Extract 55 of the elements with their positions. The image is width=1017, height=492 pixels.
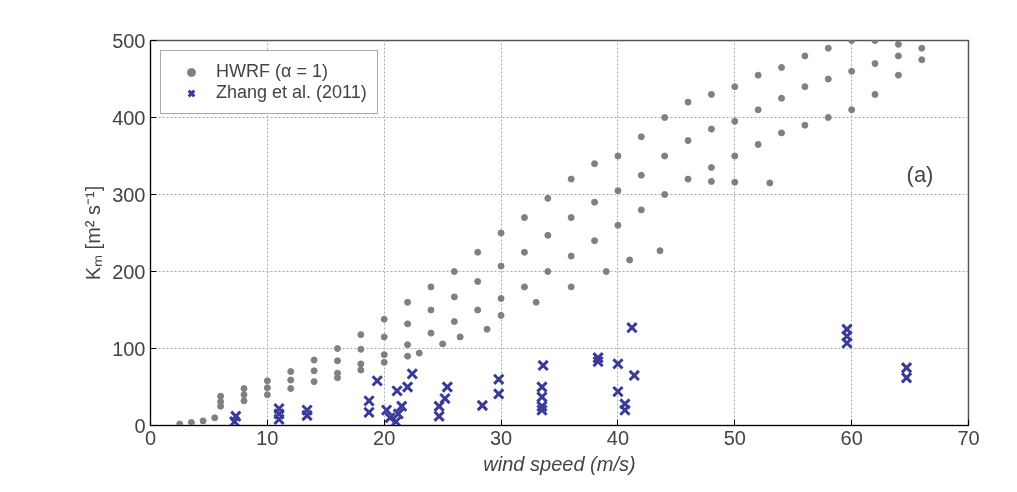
point (438, 392, 452, 405)
point (625, 321, 639, 334)
point (272, 402, 286, 415)
point (272, 407, 286, 421)
x-tick-label: 30 (489, 426, 513, 449)
y-tick-label: 200 (112, 260, 146, 283)
y-tick-label: 400 (112, 106, 146, 129)
point (628, 369, 641, 382)
x-tick-label: 60 (840, 426, 863, 449)
point (433, 410, 446, 423)
x-tick-label: 50 (723, 426, 746, 449)
y-tick-label: 500 (112, 29, 146, 52)
point (840, 330, 854, 343)
point (535, 404, 549, 417)
point (476, 399, 489, 412)
point (395, 400, 408, 413)
annotation: (a) (906, 161, 934, 187)
point (362, 394, 376, 407)
point (611, 357, 625, 370)
point (371, 374, 384, 387)
point (300, 409, 314, 422)
x-tick-label: 70 (957, 426, 980, 449)
point (441, 380, 454, 394)
point (362, 406, 376, 419)
point (611, 385, 625, 398)
point (840, 323, 854, 336)
x-tick-label: 40 (606, 426, 630, 449)
point (618, 397, 632, 411)
point (535, 380, 549, 394)
point (300, 404, 314, 417)
point (537, 359, 550, 372)
point (591, 355, 605, 368)
point (492, 373, 505, 386)
point (272, 413, 286, 426)
y-tick-label: 100 (112, 337, 146, 360)
point (840, 337, 854, 350)
y-axis-title: Kₘ [m² s⁻¹] (82, 185, 105, 281)
point (229, 410, 242, 423)
point (618, 404, 632, 417)
point (535, 400, 549, 413)
point (406, 367, 419, 381)
point (492, 387, 505, 401)
x-tick-label: 10 (256, 426, 279, 449)
legend-label: HWRF (α = 1) (216, 61, 328, 82)
legend-label: Zhang et al. (2011) (216, 82, 367, 103)
point (900, 371, 913, 384)
point (900, 361, 913, 374)
point (591, 351, 605, 364)
point (433, 400, 446, 413)
x-tick-label: 20 (373, 426, 396, 449)
point (389, 415, 402, 426)
y-tick-label: 300 (112, 183, 146, 206)
point (535, 390, 549, 404)
point (228, 415, 241, 426)
x-axis-title: wind speed (m/s) (483, 452, 636, 475)
